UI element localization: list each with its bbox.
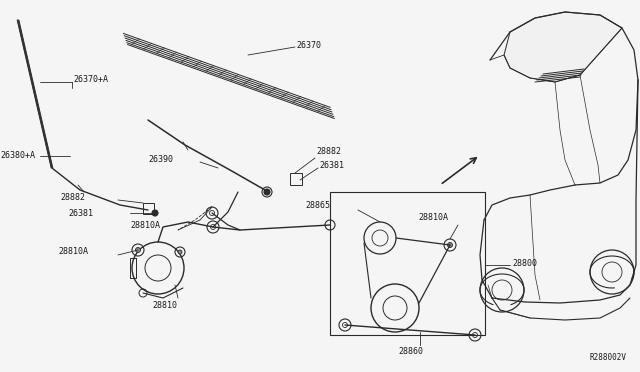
Circle shape	[447, 243, 452, 247]
Text: R288002V: R288002V	[590, 353, 627, 362]
Circle shape	[178, 250, 182, 254]
Text: 26390: 26390	[148, 155, 173, 164]
Bar	[290, 173, 302, 185]
Text: 28860: 28860	[398, 347, 423, 356]
Text: 26370: 26370	[296, 41, 321, 49]
Circle shape	[152, 210, 158, 216]
Text: 26381: 26381	[68, 208, 93, 218]
Text: 28810: 28810	[152, 301, 177, 310]
Circle shape	[136, 247, 141, 253]
Text: 28865: 28865	[305, 201, 330, 209]
Bar	[330, 192, 485, 335]
Text: 28810A: 28810A	[418, 214, 448, 222]
Text: 28882: 28882	[60, 193, 85, 202]
Text: 28800: 28800	[512, 259, 537, 267]
Text: 26380+A: 26380+A	[0, 151, 35, 160]
Text: 28810A: 28810A	[130, 221, 160, 230]
Polygon shape	[504, 12, 622, 82]
Text: 28810A: 28810A	[58, 247, 88, 257]
Text: 26381: 26381	[319, 161, 344, 170]
Circle shape	[264, 189, 270, 195]
Bar	[143, 203, 154, 214]
Text: 28882: 28882	[316, 148, 341, 157]
Text: 26370+A: 26370+A	[73, 76, 108, 84]
